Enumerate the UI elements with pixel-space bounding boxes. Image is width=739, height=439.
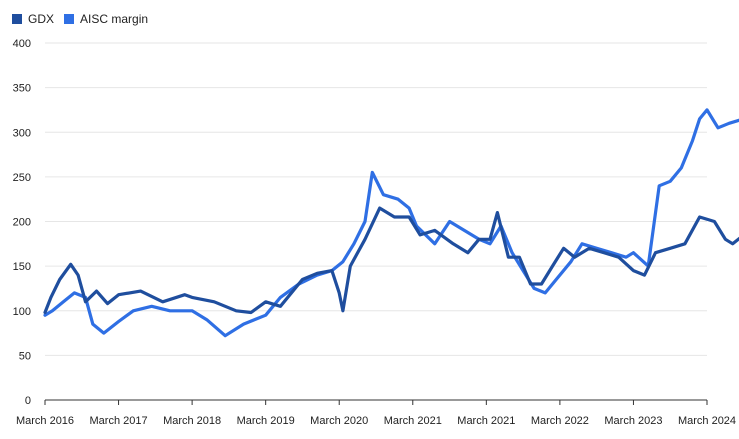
chart-legend: GDX AISC margin [12, 12, 158, 26]
legend-label-gdx: GDX [28, 12, 55, 26]
x-tick-label: March 2019 [237, 415, 295, 427]
y-tick-label: 400 [13, 38, 31, 50]
x-tick-label: March 2023 [604, 415, 662, 427]
x-tick-label: March 2022 [531, 415, 589, 427]
y-tick-label: 200 [13, 217, 31, 229]
y-tick-label: 0 [25, 395, 31, 407]
x-tick-label: March 2021 [457, 415, 515, 427]
legend-label-aisc-margin: AISC margin [80, 12, 149, 26]
legend-item-aisc-margin[interactable]: AISC margin [64, 12, 148, 26]
x-tick-label: March 2016 [16, 415, 74, 427]
legend-swatch-aisc-margin [64, 14, 75, 24]
y-tick-label: 50 [19, 350, 31, 362]
x-tick-label: March 2024 [678, 415, 736, 427]
y-tick-label: 350 [13, 83, 31, 95]
series-line-aisc-margin [43, 108, 739, 338]
y-tick-label: 150 [13, 261, 31, 273]
x-tick-label: March 2018 [163, 415, 221, 427]
y-tick-label: 300 [13, 127, 31, 139]
legend-swatch-gdx [12, 14, 22, 24]
x-tick-label: March 2021 [384, 415, 442, 427]
y-tick-label: 250 [13, 172, 31, 184]
legend-item-gdx[interactable]: GDX [12, 12, 54, 26]
y-tick-label: 100 [13, 306, 31, 318]
x-tick-label: March 2020 [310, 415, 368, 427]
x-tick-label: March 2017 [90, 415, 148, 427]
series-line-gdx [43, 206, 739, 315]
